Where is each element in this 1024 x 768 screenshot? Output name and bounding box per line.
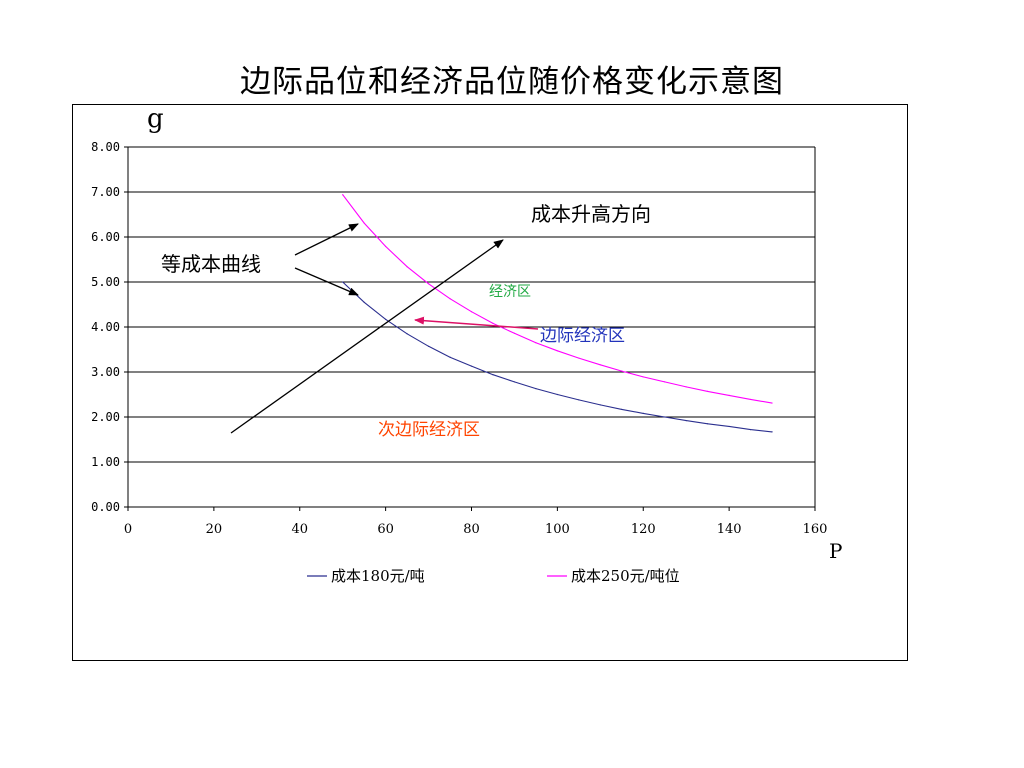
data-point [642,412,644,414]
x-tick-label: 160 [803,522,828,537]
data-point [728,425,730,428]
series-lines [342,194,773,433]
economic-zone-label: 经济区 [489,283,531,299]
data-point [578,399,580,401]
x-tick-label: 20 [206,522,223,537]
data-point [707,423,709,425]
x-tick-label: 0 [124,522,132,537]
data-point [492,322,494,324]
axes: 0.00 1.00 2.00 3.00 4.00 5.00 6.00 7.00 8.00 0 20 4… [91,140,827,537]
data-point [406,333,408,335]
marginal-zone-pointer [414,316,539,330]
data-point [449,356,451,358]
axis-titles: g P [147,105,842,563]
y-tick-label: 3.00 [91,365,120,379]
x-tick-label: 60 [377,522,394,537]
cost-direction-label: 成本升高方向 [531,202,651,226]
y-tick-label: 8.00 [91,140,120,154]
annotations: 等成本曲线 成本升高方向 经济区 边际经济区 次边际经济区 [161,202,651,439]
series-line-1 [342,281,773,433]
grid-lines [128,146,815,508]
iso-cost-arrow-upper [294,223,359,256]
data-point [385,245,387,248]
legend-label: 成本180元/吨 [331,567,425,585]
data-point [492,374,494,376]
legend: 成本180元/吨 成本250元/吨位 [307,567,680,585]
data-point [470,311,473,313]
data-point [385,318,387,320]
data-point [664,381,666,383]
data-point [771,431,773,433]
page-title: 边际品位和经济品位随价格变化示意图 [240,64,784,100]
data-point [363,222,365,224]
data-point [406,266,408,268]
data-point [771,402,773,404]
data-point [599,404,601,406]
cost-direction-arrow [230,239,504,434]
data-point [342,194,344,196]
chart-frame: 0.00 1.00 2.00 3.00 4.00 5.00 6.00 7.00 8.00 0 20 4… [72,104,908,661]
data-point [342,281,344,283]
x-tick-label: 40 [291,522,308,537]
data-point [749,398,752,401]
legend-label: 成本250元/吨位 [571,567,680,585]
y-tick-label: 2.00 [91,410,120,424]
sub-marginal-zone-label: 次边际经济区 [378,420,480,439]
data-point [535,388,537,390]
x-tick-label: 120 [631,522,656,537]
data-point [470,365,473,367]
data-point [749,429,752,431]
y-tick-label: 4.00 [91,320,120,334]
data-point [621,408,623,410]
data-point [728,394,730,396]
y-tick-label: 0.00 [91,500,120,514]
y-tick-label: 7.00 [91,185,120,199]
data-point [685,420,687,422]
chart-svg: 0.00 1.00 2.00 3.00 4.00 5.00 6.00 7.00 8.00 0 20 4… [91,105,842,585]
data-point [642,376,644,378]
data-point [556,393,558,396]
iso-cost-arrow-lower [294,267,359,296]
data-point [513,332,516,334]
data-point [578,357,580,359]
x-tick-label: 100 [545,522,570,537]
data-point [707,390,709,392]
data-point [685,386,687,388]
data-point [664,416,666,418]
marginal-zone-label: 边际经济区 [540,326,625,345]
data-point [621,370,623,372]
y-tick-label: 6.00 [91,230,120,244]
y-tick-label: 5.00 [91,275,120,289]
x-axis-title: P [829,539,842,563]
x-tick-label: 80 [463,522,480,537]
x-tick-label: 140 [717,522,742,537]
data-point [599,364,601,366]
data-point [427,345,430,347]
data-point [427,283,430,285]
data-point [556,350,558,352]
data-point [513,381,516,383]
data-point [535,342,537,344]
y-tick-label: 1.00 [91,455,120,469]
data-point [363,301,365,303]
y-axis-title: g [147,105,164,134]
iso-cost-label: 等成本曲线 [161,252,261,276]
data-point [449,298,451,300]
